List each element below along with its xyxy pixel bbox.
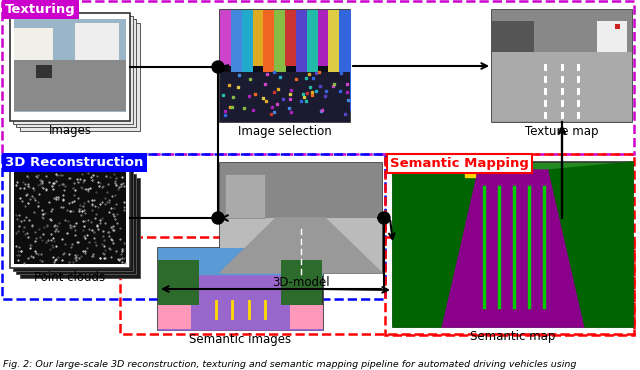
Text: Fig. 2: Our large-scale 3D reconstruction, texturing and semantic mapping pipeli: Fig. 2: Our large-scale 3D reconstructio… xyxy=(3,360,577,369)
Bar xyxy=(220,10,350,122)
Bar xyxy=(14,28,53,60)
Bar xyxy=(281,260,322,305)
Bar xyxy=(577,100,580,107)
Bar xyxy=(577,76,580,83)
Circle shape xyxy=(212,212,224,224)
Polygon shape xyxy=(441,170,585,327)
Bar xyxy=(615,24,620,29)
Bar xyxy=(339,10,351,111)
Bar xyxy=(220,163,382,273)
Text: Point clouds: Point clouds xyxy=(35,271,106,284)
Text: 3D-model: 3D-model xyxy=(272,276,330,289)
Bar xyxy=(220,72,350,122)
Bar xyxy=(13,171,133,271)
Bar xyxy=(75,23,119,60)
Bar xyxy=(561,76,564,83)
Bar xyxy=(231,10,242,88)
Bar xyxy=(220,163,382,218)
Bar xyxy=(296,10,307,88)
Text: Semantic map: Semantic map xyxy=(470,330,556,343)
Text: 3D Reconstruction: 3D Reconstruction xyxy=(5,156,143,169)
Bar xyxy=(285,10,296,66)
Bar xyxy=(20,178,140,278)
Bar xyxy=(492,21,534,52)
Bar xyxy=(393,162,633,327)
Bar xyxy=(158,260,199,305)
Bar xyxy=(158,248,323,276)
Bar xyxy=(544,88,547,95)
Bar xyxy=(492,10,632,122)
Bar xyxy=(20,23,140,131)
Bar xyxy=(492,10,632,52)
Bar xyxy=(544,76,547,83)
Bar xyxy=(317,10,329,66)
Text: Image selection: Image selection xyxy=(238,125,332,138)
Bar xyxy=(328,10,340,88)
Circle shape xyxy=(378,212,390,224)
Bar xyxy=(10,13,130,121)
Bar xyxy=(544,112,547,119)
Polygon shape xyxy=(549,162,633,327)
Bar xyxy=(597,21,627,52)
Bar xyxy=(14,19,126,112)
Bar xyxy=(220,10,231,66)
Polygon shape xyxy=(220,218,382,273)
Bar xyxy=(14,60,126,111)
Bar xyxy=(577,64,580,71)
Bar xyxy=(274,10,285,111)
Bar xyxy=(16,174,136,274)
Bar xyxy=(577,88,580,95)
Bar xyxy=(158,248,323,330)
Bar xyxy=(544,64,547,71)
Text: Semantic Mapping: Semantic Mapping xyxy=(390,157,529,170)
Polygon shape xyxy=(393,162,477,327)
Bar xyxy=(120,237,634,334)
Bar xyxy=(561,88,564,95)
Bar xyxy=(561,100,564,107)
Text: Texture map: Texture map xyxy=(525,125,599,138)
Bar xyxy=(492,10,632,122)
Bar xyxy=(16,19,136,127)
Bar xyxy=(290,305,323,329)
Bar xyxy=(253,10,264,66)
Circle shape xyxy=(212,61,224,73)
Bar xyxy=(385,154,634,335)
Bar xyxy=(13,16,133,124)
Text: Semantic images: Semantic images xyxy=(189,333,291,346)
Bar xyxy=(2,154,385,299)
Bar xyxy=(36,65,52,78)
Bar xyxy=(158,305,191,329)
Text: Texturing: Texturing xyxy=(5,3,76,16)
Polygon shape xyxy=(158,276,323,330)
Bar xyxy=(307,10,318,111)
Bar xyxy=(561,112,564,119)
Bar xyxy=(242,10,253,111)
Bar xyxy=(263,10,275,88)
Bar xyxy=(561,64,564,71)
Bar xyxy=(492,52,632,121)
Bar xyxy=(577,112,580,119)
Bar xyxy=(225,174,265,218)
Bar xyxy=(544,100,547,107)
Bar xyxy=(220,218,382,273)
Bar xyxy=(10,168,130,268)
Bar xyxy=(2,1,634,154)
Text: Images: Images xyxy=(49,124,92,137)
Bar xyxy=(14,172,126,264)
